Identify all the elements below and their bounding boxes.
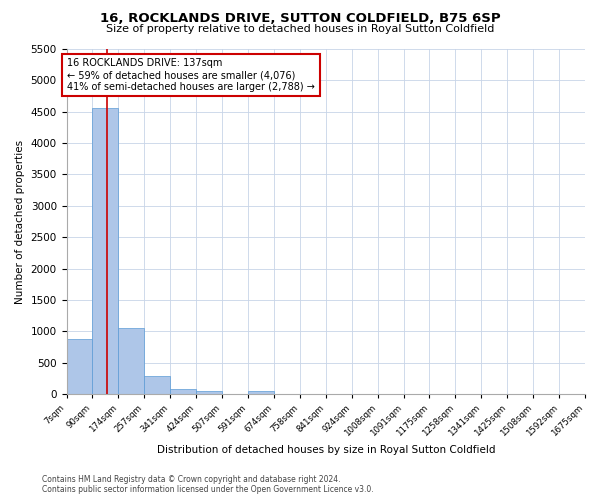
Bar bbox=[196, 392, 222, 394]
Bar bbox=[118, 328, 144, 394]
Bar bbox=[92, 108, 118, 394]
Bar bbox=[67, 339, 92, 394]
X-axis label: Distribution of detached houses by size in Royal Sutton Coldfield: Distribution of detached houses by size … bbox=[157, 445, 495, 455]
Bar bbox=[170, 390, 196, 394]
Y-axis label: Number of detached properties: Number of detached properties bbox=[15, 140, 25, 304]
Bar bbox=[248, 391, 274, 394]
Bar bbox=[144, 376, 170, 394]
Text: 16, ROCKLANDS DRIVE, SUTTON COLDFIELD, B75 6SP: 16, ROCKLANDS DRIVE, SUTTON COLDFIELD, B… bbox=[100, 12, 500, 26]
Text: Size of property relative to detached houses in Royal Sutton Coldfield: Size of property relative to detached ho… bbox=[106, 24, 494, 34]
Text: 16 ROCKLANDS DRIVE: 137sqm
← 59% of detached houses are smaller (4,076)
41% of s: 16 ROCKLANDS DRIVE: 137sqm ← 59% of deta… bbox=[67, 58, 314, 92]
Text: Contains HM Land Registry data © Crown copyright and database right 2024.
Contai: Contains HM Land Registry data © Crown c… bbox=[42, 474, 374, 494]
